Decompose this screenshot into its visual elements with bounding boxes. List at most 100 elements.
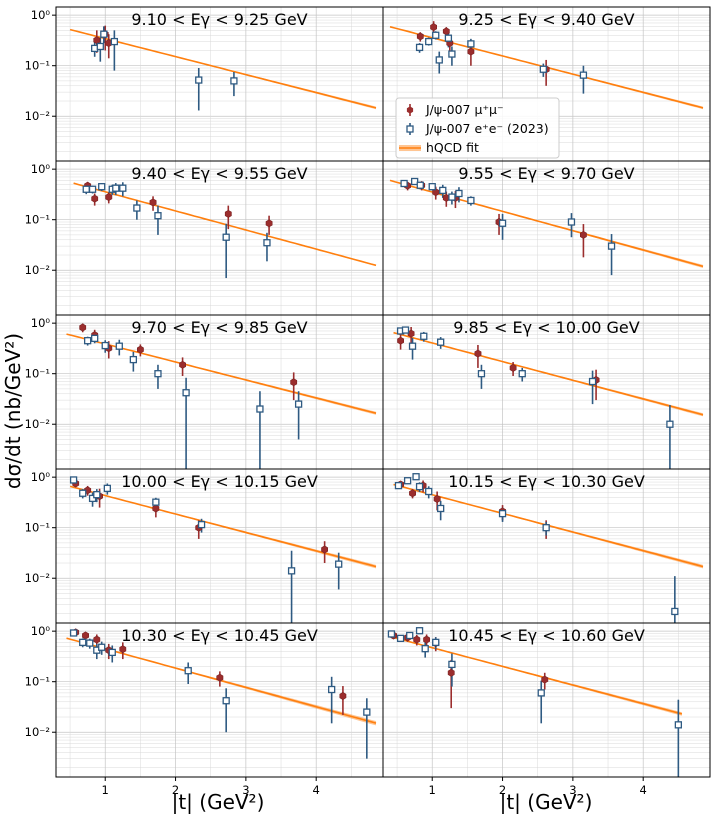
mumu-point [467,47,475,56]
panel-frame [382,622,711,778]
ee-point [133,204,141,212]
ee-point [539,65,547,73]
ee-point [542,524,550,532]
panel-title: 9.40 < Eγ < 9.55 GeV [131,164,307,183]
mumu-point [290,378,298,387]
grid [383,315,710,469]
y-tick-label: 10⁻² [25,571,50,585]
fit-line [69,28,377,109]
ee-point [408,342,417,350]
ee-point [69,476,78,484]
ee-point [93,491,101,499]
ee-point [230,77,238,85]
grid [56,7,383,161]
panel-7: 10.00 < Eγ < 10.15 GeV 10⁰ 10⁻¹ 10⁻² [25,468,384,624]
ee-point [579,71,588,79]
legend-mumu-marker [406,106,414,114]
ee-point [432,31,440,39]
x-tick-label: 2 [499,783,506,797]
mumu-point [430,23,437,32]
ee-point [448,193,456,201]
y-tick-label: 10⁻² [25,417,50,431]
ee-point [112,184,120,192]
ee-point [335,560,343,568]
panel-6: 9.85 < Eγ < 10.00 GeV [382,314,711,470]
y-tick-label: 10⁻¹ [25,59,50,73]
x-tick-label: 2 [172,783,179,797]
mumu-point [82,631,89,640]
ee-point [415,627,424,635]
y-tick-label: 10⁰ [31,470,51,484]
x-axis-label-right: |t| (GeV²) [500,790,593,814]
ee-point [415,43,424,52]
mumu-point [93,36,101,45]
mumu-point [433,495,441,503]
ee-point [98,183,106,191]
ee-point [387,630,396,638]
x-tick-label: 1 [429,783,436,797]
ee-point [425,37,433,46]
y-tick-label: 10⁻¹ [25,675,50,689]
fit-line [393,331,704,416]
mumu-point [79,323,87,332]
legend-label-ee: J/ψ-007 e⁺e⁻ (2023) [425,121,549,136]
fit-line [69,485,377,568]
panel-title: 9.25 < Eγ < 9.40 GeV [458,10,634,29]
panel-1: 9.10 < Eγ < 9.25 GeV 10⁰ 10⁻¹ 10⁻² [25,6,384,162]
ee-point [415,482,424,491]
mumu-point [432,188,440,197]
mumu-point [580,230,587,239]
panel-9: 10.30 < Eγ < 10.45 GeV 10⁰ 10⁻¹ 10⁻² 1 2 3 4 [25,622,384,797]
legend-box [395,97,560,159]
data-points [69,628,371,759]
legend: J/ψ-007 μ⁺μ⁻ J/ψ-007 e⁺e⁻ (2023) hQCD fit [395,97,560,159]
mumu-point [339,692,347,700]
ee-point [154,212,162,220]
y-tick-label: 10⁰ [31,8,51,22]
ee-point [437,504,445,513]
data-points [396,326,674,469]
ee-point [222,697,230,705]
grid [56,315,383,469]
fit-band [393,484,703,569]
x-tick-label: 4 [640,783,647,797]
panel-10: 10.45 < Eγ < 10.60 GeV 1 2 3 4 [382,622,711,797]
mumu-point [216,673,224,682]
ee-point [115,342,123,350]
fit-line [73,182,377,267]
fit-line [393,636,683,715]
ee-point [455,189,463,198]
legend-label-fit: hQCD fit [426,140,479,155]
ee-point [425,487,433,496]
ee-point [537,689,545,697]
ee-point [448,50,456,58]
fit-band [393,332,703,417]
x-tick-label: 4 [313,783,320,797]
ee-point [98,643,106,651]
grid [383,623,710,777]
y-axis-label: dσ/dt (nb/GeV²) [1,333,25,489]
y-tick-label: 10⁻¹ [25,521,50,535]
ee-point [467,40,475,48]
ee-point [396,634,405,643]
panel-title: 10.45 < Eγ < 10.60 GeV [448,626,645,645]
mumu-point [321,545,328,554]
grid [56,623,383,777]
ee-point [152,498,160,506]
ee-point [195,76,203,84]
grid [383,161,710,315]
y-tick-label: 10⁻² [25,109,50,123]
ee-point [182,389,190,397]
ee-point [363,708,371,716]
ee-point [154,370,162,378]
ee-point [607,242,616,250]
panel-title: 9.70 < Eγ < 9.85 GeV [131,318,307,337]
ee-point [420,332,428,340]
mumu-point [442,27,450,36]
panels-layer: 9.10 < Eγ < 9.25 GeV 10⁰ 10⁻¹ 10⁻² 9.25 < Eγ… [25,6,711,797]
ee-point [467,196,475,205]
ee-point [256,405,264,413]
legend-ee-marker [406,125,414,133]
ee-point [83,337,92,345]
